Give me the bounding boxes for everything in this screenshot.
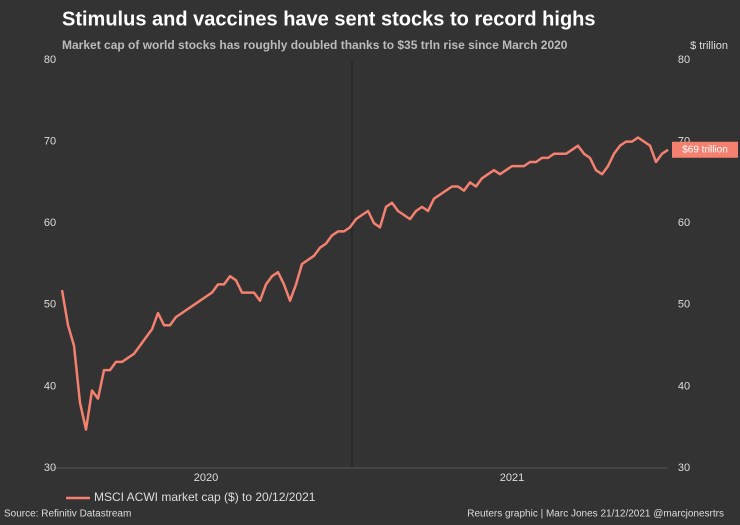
x-tick-label: 2021 xyxy=(500,472,524,484)
y-tick-label: 40 xyxy=(44,380,56,392)
y-tick-label: 70 xyxy=(44,136,56,148)
y2-tick-label: 40 xyxy=(678,380,690,392)
legend-label: MSCI ACWI market cap ($) to 20/12/2021 xyxy=(94,490,316,504)
y2-tick-label: 50 xyxy=(678,299,690,311)
chart-subtitle: Market cap of world stocks has roughly d… xyxy=(62,38,568,52)
y-tick-label: 30 xyxy=(44,462,56,474)
y-tick-label: 50 xyxy=(44,299,56,311)
y2-tick-label: 30 xyxy=(678,462,690,474)
credit: Reuters graphic | Marc Jones 21/12/2021 … xyxy=(467,509,724,520)
end-label: $69 trillion xyxy=(682,144,728,155)
y-tick-label: 80 xyxy=(44,54,56,66)
chart-title: Stimulus and vaccines have sent stocks t… xyxy=(62,8,596,30)
y-tick-label: 60 xyxy=(44,217,56,229)
y2-tick-label: 60 xyxy=(678,217,690,229)
y2-axis-label: $ trillion xyxy=(690,40,728,52)
source: Source: Refinitiv Datastream xyxy=(4,509,131,520)
data-line xyxy=(60,136,669,431)
y2-tick-label: 80 xyxy=(678,54,690,66)
end-label-box xyxy=(672,141,738,158)
x-tick-label: 2020 xyxy=(194,472,218,484)
